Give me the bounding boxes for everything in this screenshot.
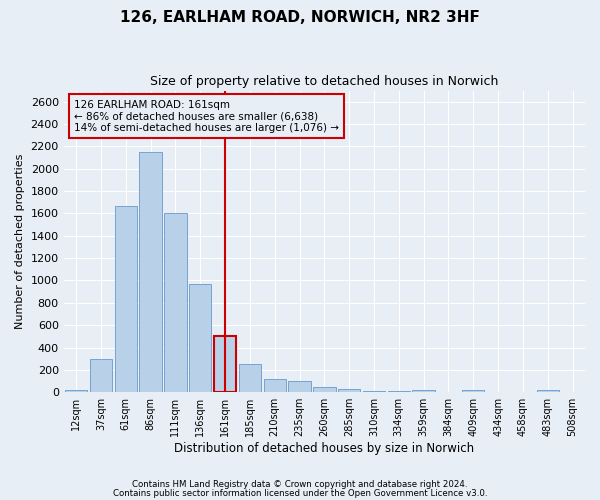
Bar bbox=[363, 390, 385, 392]
Bar bbox=[139, 152, 162, 392]
Title: Size of property relative to detached houses in Norwich: Size of property relative to detached ho… bbox=[150, 75, 499, 88]
Text: 126, EARLHAM ROAD, NORWICH, NR2 3HF: 126, EARLHAM ROAD, NORWICH, NR2 3HF bbox=[120, 10, 480, 25]
X-axis label: Distribution of detached houses by size in Norwich: Distribution of detached houses by size … bbox=[174, 442, 475, 455]
Bar bbox=[412, 390, 435, 392]
Text: Contains public sector information licensed under the Open Government Licence v3: Contains public sector information licen… bbox=[113, 488, 487, 498]
Bar bbox=[214, 336, 236, 392]
Y-axis label: Number of detached properties: Number of detached properties bbox=[15, 154, 25, 329]
Bar bbox=[388, 391, 410, 392]
Bar bbox=[164, 214, 187, 392]
Bar bbox=[239, 364, 261, 392]
Bar bbox=[313, 387, 335, 392]
Text: Contains HM Land Registry data © Crown copyright and database right 2024.: Contains HM Land Registry data © Crown c… bbox=[132, 480, 468, 489]
Bar bbox=[115, 206, 137, 392]
Bar bbox=[338, 390, 361, 392]
Bar bbox=[289, 381, 311, 392]
Bar bbox=[462, 390, 484, 392]
Bar bbox=[90, 358, 112, 392]
Bar bbox=[189, 284, 211, 392]
Text: 126 EARLHAM ROAD: 161sqm
← 86% of detached houses are smaller (6,638)
14% of sem: 126 EARLHAM ROAD: 161sqm ← 86% of detach… bbox=[74, 100, 339, 133]
Bar bbox=[263, 379, 286, 392]
Bar bbox=[65, 390, 87, 392]
Bar bbox=[536, 390, 559, 392]
